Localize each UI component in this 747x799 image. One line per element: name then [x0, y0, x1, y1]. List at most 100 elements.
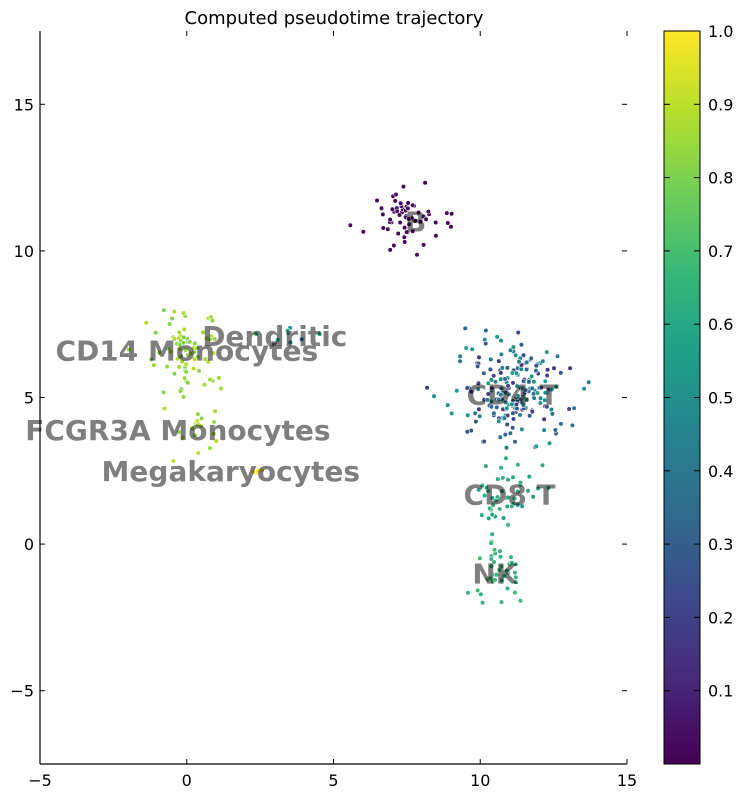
data-point [483, 327, 489, 334]
data-point [494, 334, 500, 340]
data-point [501, 415, 508, 421]
data-point [402, 239, 408, 245]
data-point [497, 548, 503, 554]
data-point [542, 378, 548, 384]
data-point [360, 229, 366, 235]
data-point [567, 365, 573, 371]
data-point [487, 366, 494, 373]
data-point [490, 502, 496, 508]
data-point [496, 418, 502, 424]
data-point [511, 495, 518, 502]
y-tick-label: 5 [24, 389, 34, 408]
data-point [448, 224, 454, 230]
data-point [513, 574, 519, 580]
data-point [487, 505, 493, 512]
data-point [569, 422, 576, 429]
colorbar-tick-label: 0.8 [708, 169, 733, 188]
cluster-label: FCGR3A Monocytes [25, 414, 330, 447]
data-point [505, 383, 511, 389]
data-point [508, 554, 514, 560]
data-point [502, 432, 508, 438]
data-point [525, 488, 531, 494]
data-point [509, 370, 516, 376]
data-point [533, 368, 539, 374]
data-point [504, 585, 511, 592]
data-point [402, 225, 408, 231]
data-point [171, 336, 178, 342]
colorbar: 0.1 0.2 0.3 0.4 0.5 0.6 0.7 0.8 0.9 1.0 [663, 22, 733, 765]
data-point [566, 406, 572, 412]
data-point [477, 413, 483, 419]
data-point [347, 222, 353, 228]
data-point [185, 380, 191, 386]
data-point [389, 206, 396, 212]
data-point [504, 405, 510, 411]
data-point [489, 495, 496, 501]
data-point [465, 590, 471, 596]
data-point [494, 404, 500, 411]
data-point [510, 416, 517, 422]
data-point [191, 366, 197, 372]
data-point [463, 345, 469, 351]
data-point [287, 339, 294, 346]
data-point [182, 375, 188, 381]
y-tick-label: 10 [14, 242, 34, 261]
data-point [517, 480, 524, 486]
data-point [394, 208, 400, 214]
data-point [498, 351, 505, 358]
data-point [171, 371, 178, 377]
data-point [539, 462, 546, 468]
data-point [423, 216, 429, 222]
data-point [541, 416, 547, 422]
data-point [378, 205, 385, 211]
data-point [544, 372, 550, 379]
data-point [528, 355, 534, 361]
data-point [175, 356, 181, 362]
data-point [517, 412, 523, 418]
data-point [519, 503, 525, 509]
cluster-label: B [405, 206, 426, 239]
data-point [445, 220, 451, 226]
data-point [445, 402, 451, 408]
data-point [464, 385, 470, 391]
data-point [510, 380, 516, 386]
colorbar-tick-label: 0.2 [708, 608, 733, 627]
data-point [507, 347, 514, 353]
data-point [496, 567, 502, 573]
data-point [503, 455, 509, 461]
data-point [507, 430, 514, 436]
data-point [479, 512, 485, 518]
data-point [431, 393, 437, 399]
data-point [380, 211, 386, 217]
data-point [515, 489, 521, 495]
data-point [181, 326, 187, 333]
cluster-label: Megakaryocytes [102, 455, 361, 488]
data-point [510, 474, 516, 480]
data-point [581, 386, 587, 392]
data-point [487, 575, 493, 581]
data-point [483, 485, 490, 491]
data-point [519, 426, 525, 433]
data-point [212, 408, 218, 414]
data-point [387, 217, 393, 223]
data-point [529, 373, 535, 380]
data-point [385, 226, 391, 232]
data-point [198, 423, 204, 429]
data-point [488, 540, 494, 546]
data-point [171, 308, 177, 315]
data-point [189, 425, 195, 432]
data-point [462, 325, 468, 332]
data-point [473, 419, 479, 425]
data-point [531, 395, 537, 401]
data-point [151, 362, 157, 368]
data-point [518, 366, 524, 372]
data-point [542, 397, 548, 403]
data-point [529, 385, 535, 392]
data-point [397, 219, 403, 226]
data-point [200, 329, 206, 335]
data-point [465, 412, 471, 418]
data-point [412, 218, 418, 224]
data-point [530, 494, 536, 500]
